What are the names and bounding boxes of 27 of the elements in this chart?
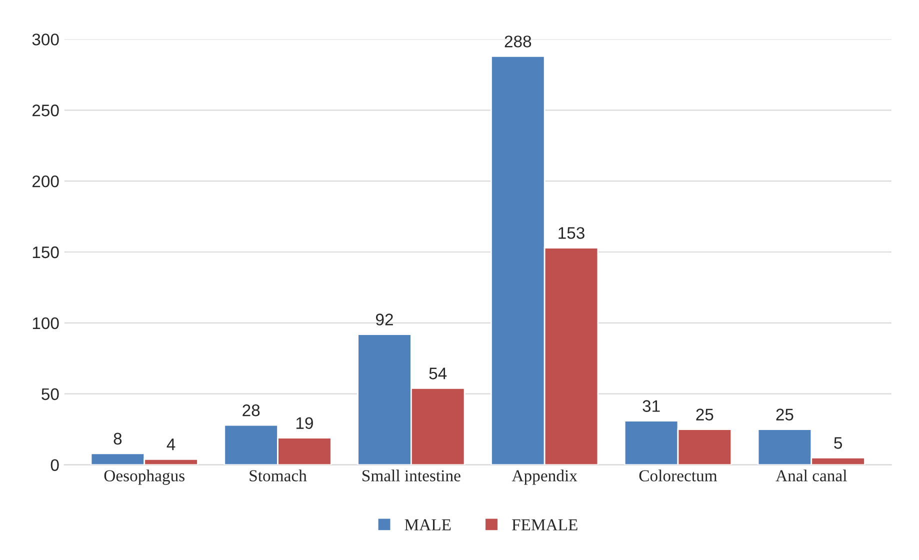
data-label: 31 xyxy=(642,400,660,412)
x-tick-label: Anal canal xyxy=(776,470,847,482)
data-label: 8 xyxy=(114,432,122,445)
x-tick-label: Small intestine xyxy=(362,470,460,482)
data-label: 288 xyxy=(504,36,532,48)
data-label: 54 xyxy=(429,368,447,380)
legend-label: MALE xyxy=(404,519,451,530)
y-tick-label: 250 xyxy=(32,104,59,116)
data-label: 19 xyxy=(296,417,313,429)
data-label: 25 xyxy=(696,408,714,420)
x-tick-label: Stomach xyxy=(250,470,307,482)
y-tick-label: 50 xyxy=(42,388,59,400)
data-label: 25 xyxy=(776,408,794,420)
data-label: 28 xyxy=(242,404,260,416)
y-tick-label: 150 xyxy=(32,246,59,258)
x-tick-label: Oesophagus xyxy=(104,470,184,485)
data-label: 5 xyxy=(834,437,842,449)
y-tick-label: 0 xyxy=(50,459,59,472)
y-tick-label: 200 xyxy=(32,175,59,188)
data-label: 4 xyxy=(166,438,176,450)
x-tick-label: Colorectum xyxy=(639,470,718,482)
data-label: 153 xyxy=(558,227,584,239)
legend-label: FEMALE xyxy=(512,519,578,530)
x-tick-label: Appendix xyxy=(512,470,578,485)
y-tick-label: 300 xyxy=(32,34,59,46)
y-tick-label: 100 xyxy=(32,317,59,330)
data-label: 92 xyxy=(376,314,393,326)
